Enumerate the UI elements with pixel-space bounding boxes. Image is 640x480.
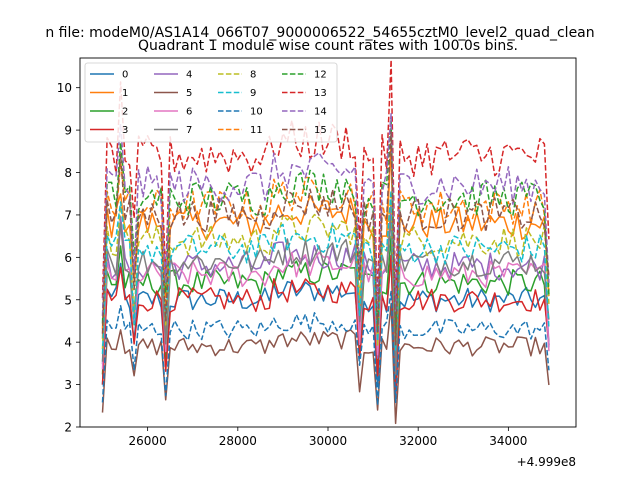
legend-label-11: 11	[250, 125, 263, 136]
y-tick-label: 2	[64, 421, 72, 435]
legend-label-6: 6	[186, 107, 192, 118]
x-tick-label: 32000	[399, 434, 437, 448]
legend-label-0: 0	[122, 70, 128, 81]
legend-label-13: 13	[314, 88, 327, 99]
legend-label-8: 8	[250, 70, 256, 81]
y-tick-label: 4	[64, 336, 72, 350]
legend-label-14: 14	[314, 107, 327, 118]
series-line-10	[101, 290, 550, 406]
series-line-12	[101, 117, 550, 334]
y-tick-label: 3	[64, 378, 72, 392]
y-axis: 2 3 4 5 6 7 8 9 10	[57, 81, 80, 435]
series-layer	[101, 59, 550, 425]
series-line-15	[101, 130, 550, 346]
legend-label-1: 1	[122, 88, 128, 99]
legend-label-15: 15	[314, 125, 327, 136]
series-line-9	[101, 189, 550, 355]
y-tick-label: 6	[64, 251, 72, 265]
chart-title: Quadrant 1 module wise count rates with …	[138, 38, 518, 54]
x-axis: 26000 28000 30000 32000 34000	[129, 427, 527, 448]
legend-label-2: 2	[122, 107, 128, 118]
legend-label-5: 5	[186, 88, 192, 99]
y-tick-label: 9	[64, 124, 72, 138]
series-line-8	[101, 190, 550, 350]
series-line-3	[101, 255, 550, 399]
legend-label-4: 4	[186, 70, 192, 81]
legend-label-12: 12	[314, 70, 327, 81]
series-line-13	[101, 59, 550, 303]
legend-label-3: 3	[122, 125, 128, 136]
figure-suptitle: n file: modeM0/AS1A14_066T07_9000006522_…	[45, 25, 594, 41]
y-tick-label: 8	[64, 166, 72, 180]
x-axis-offset-label: +4.999e8	[517, 455, 576, 469]
y-tick-label: 7	[64, 208, 72, 222]
x-tick-label: 26000	[129, 434, 167, 448]
series-line-5	[101, 303, 550, 425]
legend-label-10: 10	[250, 107, 263, 118]
legend-label-7: 7	[186, 125, 192, 136]
x-tick-label: 30000	[309, 434, 347, 448]
legend-label-9: 9	[250, 88, 256, 99]
x-tick-label: 28000	[219, 434, 257, 448]
y-tick-label: 10	[57, 81, 72, 95]
series-line-2	[101, 235, 550, 387]
y-tick-label: 5	[64, 293, 72, 307]
x-tick-label: 34000	[489, 434, 527, 448]
series-line-14	[101, 113, 550, 316]
legend-box	[84, 62, 338, 143]
series-line-7	[101, 215, 550, 376]
